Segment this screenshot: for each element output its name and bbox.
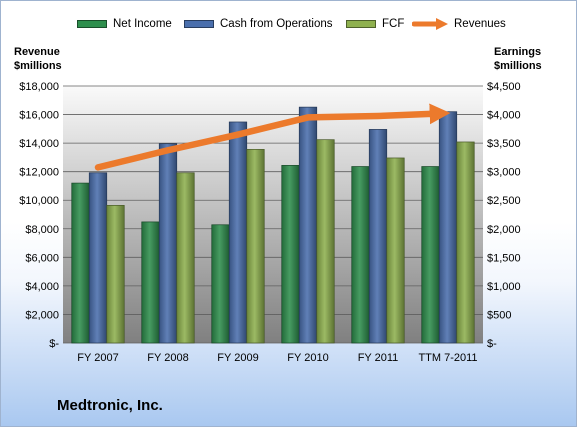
legend-label-cash-from-operations: Cash from Operations xyxy=(220,18,333,30)
right-tick-label: $- xyxy=(487,338,497,350)
legend-label-revenues: Revenues xyxy=(454,18,506,30)
left-tick-label: $10,000 xyxy=(19,195,59,207)
bar-net-income xyxy=(281,165,300,344)
bar-fcf xyxy=(246,149,265,344)
right-tick-label: $1,500 xyxy=(487,252,521,264)
left-tick-label: $14,000 xyxy=(19,138,59,150)
left-tick-label: $12,000 xyxy=(19,167,59,179)
x-tick-label: FY 2008 xyxy=(147,352,188,364)
right-tick-label: $2,500 xyxy=(487,195,521,207)
right-tick-label: $3,000 xyxy=(487,167,521,179)
legend-item-net-income: Net Income xyxy=(77,16,172,32)
left-tick-label: $8,000 xyxy=(25,224,59,236)
legend-item-revenues: Revenues xyxy=(412,16,506,32)
right-tick-label: $500 xyxy=(487,309,511,321)
legend-swatch-fcf xyxy=(346,20,376,28)
x-tick-label: FY 2007 xyxy=(77,352,118,364)
legend-label-fcf: FCF xyxy=(382,18,405,30)
bar-fcf xyxy=(316,139,335,344)
left-axis-title-line1: Revenue xyxy=(14,46,60,58)
x-tick-label: FY 2009 xyxy=(217,352,258,364)
right-axis-title: Earnings $millions xyxy=(494,45,542,73)
bar-cash-from-operations xyxy=(228,121,248,344)
bar-net-income xyxy=(421,166,440,344)
bar-cash-from-operations xyxy=(438,111,458,344)
left-tick-label: $6,000 xyxy=(25,252,59,264)
x-tick-label: FY 2011 xyxy=(358,352,399,364)
right-axis-title-line1: Earnings xyxy=(494,46,542,58)
legend-label-net-income: Net Income xyxy=(113,18,172,30)
left-axis-title-line2: $millions xyxy=(14,60,62,72)
line-revenues xyxy=(94,103,451,171)
bar-cash-from-operations xyxy=(88,172,108,344)
bar-net-income xyxy=(211,224,230,344)
right-axis-title-line2: $millions xyxy=(494,60,542,72)
right-tick-label: $1,000 xyxy=(487,281,521,293)
left-tick-label: $2,000 xyxy=(25,309,59,321)
legend-swatch-net-income xyxy=(77,20,107,28)
bar-net-income xyxy=(351,166,370,344)
legend-swatch-cash-from-operations xyxy=(184,20,214,28)
bar-fcf xyxy=(176,172,195,344)
bar-fcf xyxy=(106,205,125,344)
right-tick-label: $4,500 xyxy=(487,81,521,93)
right-tick-label: $2,000 xyxy=(487,224,521,236)
x-tick-label: TTM 7-2011 xyxy=(418,352,477,364)
left-tick-label: $- xyxy=(49,338,59,350)
left-tick-label: $16,000 xyxy=(19,110,59,122)
company-name: Medtronic, Inc. xyxy=(57,397,163,414)
legend-item-cash-from-operations: Cash from Operations xyxy=(184,16,333,32)
bar-cash-from-operations xyxy=(368,129,388,344)
left-axis-title: Revenue $millions xyxy=(14,45,62,73)
bar-cash-from-operations xyxy=(298,106,318,344)
left-tick-label: $18,000 xyxy=(19,81,59,93)
bar-cash-from-operations xyxy=(158,143,178,344)
right-tick-label: $3,500 xyxy=(487,138,521,150)
bar-net-income xyxy=(141,221,160,344)
right-tick-label: $4,000 xyxy=(487,110,521,122)
bar-fcf xyxy=(456,141,475,344)
chart-legend: Net Income Cash from Operations FCF Reve… xyxy=(0,16,577,32)
bar-net-income xyxy=(71,182,90,344)
x-tick-label: FY 2010 xyxy=(287,352,328,364)
left-tick-label: $4,000 xyxy=(25,281,59,293)
legend-item-fcf: FCF xyxy=(346,16,404,32)
bar-fcf xyxy=(386,157,405,344)
legend-arrow-revenues xyxy=(412,18,448,30)
